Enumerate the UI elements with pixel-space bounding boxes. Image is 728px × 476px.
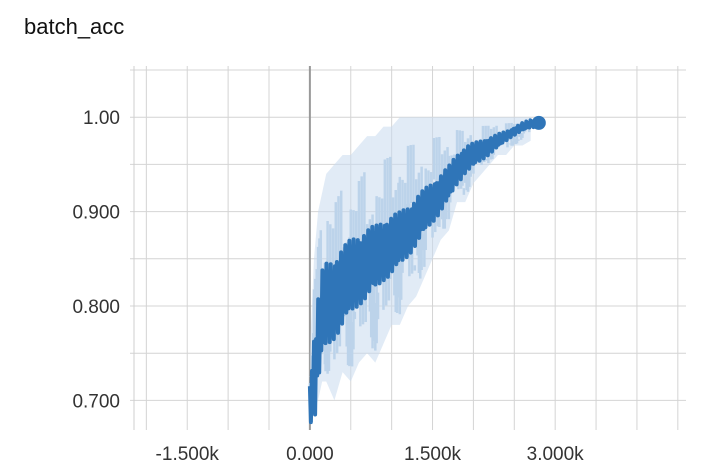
- x-tick-label: 0.000: [286, 444, 334, 465]
- x-tick-label: -1.500k: [156, 444, 220, 465]
- y-tick-label: 0.900: [72, 203, 120, 224]
- last-value-marker: [531, 115, 546, 130]
- y-tick-label: 1.00: [83, 108, 120, 129]
- x-tick-label: 1.500k: [404, 444, 462, 465]
- chart-title: batch_acc: [24, 14, 125, 39]
- y-tick-label: 0.700: [72, 391, 120, 412]
- smoothed-series-line: [307, 118, 541, 425]
- y-tick-label: 0.800: [72, 297, 120, 318]
- x-tick-label: 3.000k: [527, 444, 585, 465]
